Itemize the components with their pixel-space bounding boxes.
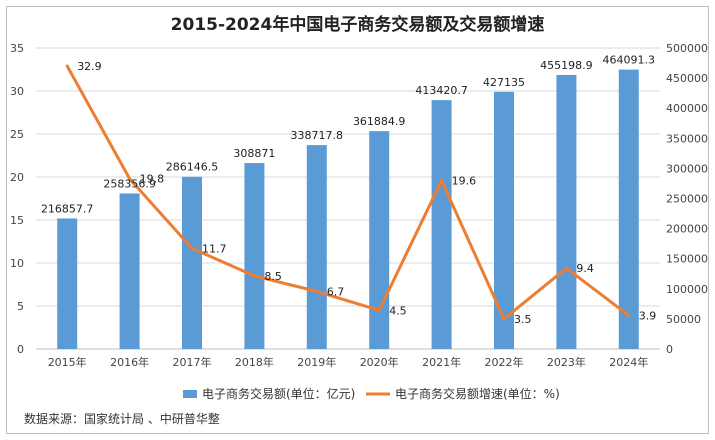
line-data-label: 9.4 — [576, 262, 594, 275]
line-data-label: 11.7 — [202, 242, 227, 255]
bar-data-label: 413420.7 — [415, 84, 468, 97]
line-data-label: 4.5 — [389, 304, 407, 317]
x-tick-label: 2023年 — [547, 355, 586, 369]
bar-data-label: 464091.3 — [603, 54, 656, 67]
x-tick-label: 2017年 — [173, 355, 212, 369]
bar-data-label: 361884.9 — [353, 115, 406, 128]
line-point — [627, 313, 631, 317]
data-labels: 216857.7 258356.9 286146.5 308871 338717.8 36… — [41, 54, 656, 326]
right-tick-label: 0 — [666, 343, 673, 356]
line-data-label: 3.9 — [639, 309, 657, 322]
left-tick-label: 20 — [10, 171, 24, 184]
left-tick-label: 35 — [10, 42, 24, 55]
bar — [369, 131, 390, 349]
legend-bar-label: 电子商务交易额(单位：亿元) — [202, 386, 355, 401]
x-tick-label: 2015年 — [48, 355, 87, 369]
axes: 0 5 10 15 20 25 30 35 0 50000 100000 150000 200000 25… — [10, 42, 708, 369]
legend-bar-swatch — [183, 390, 197, 398]
line-data-label: 32.9 — [77, 60, 102, 73]
bar-data-label: 216857.7 — [41, 202, 94, 215]
bar-data-label: 286146.5 — [166, 161, 219, 174]
bar — [618, 69, 639, 349]
line-data-label: 6.7 — [327, 285, 345, 298]
bar — [182, 176, 202, 349]
left-tick-label: 0 — [17, 343, 24, 356]
x-tick-label: 2019年 — [297, 355, 336, 369]
line-point — [377, 308, 381, 312]
line-point — [128, 177, 132, 181]
right-tick-label: 250000 — [666, 193, 708, 206]
bar-data-label: 258356.9 — [103, 177, 156, 190]
bar-series — [57, 69, 639, 350]
bar-data-label: 338717.8 — [291, 129, 344, 142]
bar — [431, 100, 452, 350]
right-tick-label: 500000 — [666, 42, 708, 55]
line-point — [65, 64, 69, 68]
x-tick-label: 2022年 — [485, 355, 524, 369]
x-tick-label: 2024年 — [609, 355, 648, 369]
chart-title: 2015-2024年中国电子商务交易额及交易额增速 — [170, 15, 545, 35]
right-tick-label: 150000 — [666, 253, 708, 266]
line-point — [502, 317, 506, 321]
line-point — [252, 274, 256, 278]
left-tick-label: 30 — [10, 85, 24, 98]
line-data-label: 19.6 — [452, 174, 477, 187]
bar — [57, 218, 78, 349]
right-tick-label: 450000 — [666, 72, 708, 85]
line-data-label: 8.5 — [264, 270, 282, 283]
right-tick-label: 400000 — [666, 102, 708, 115]
x-tick-label: 2018年 — [235, 355, 274, 369]
line-series — [65, 64, 631, 321]
source-note: 数据来源：国家统计局 、中研普华整 — [24, 412, 220, 426]
x-tick-label: 2016年 — [110, 355, 149, 369]
x-tick-label: 2021年 — [422, 355, 461, 369]
bar — [244, 163, 265, 349]
left-tick-label: 10 — [10, 257, 24, 270]
x-tick-label: 2020年 — [360, 355, 399, 369]
bar — [306, 145, 327, 349]
left-tick-label: 5 — [17, 300, 24, 313]
line-point — [190, 246, 194, 250]
bar — [119, 193, 140, 349]
bar-data-label: 455198.9 — [540, 59, 593, 72]
left-tick-label: 15 — [10, 214, 24, 227]
legend-line-label: 电子商务交易额增速(单位：%) — [395, 386, 560, 401]
bar — [494, 91, 514, 349]
line-point — [440, 178, 444, 182]
line-data-label: 3.5 — [514, 313, 532, 326]
bar-data-label: 427135 — [483, 76, 525, 89]
line-point — [315, 289, 319, 293]
bar-data-label: 308871 — [233, 147, 275, 160]
gridlines — [36, 47, 660, 350]
right-tick-label: 50000 — [666, 313, 701, 326]
left-tick-label: 25 — [10, 128, 24, 141]
legend: 电子商务交易额(单位：亿元) 电子商务交易额增速(单位：%) — [183, 386, 560, 401]
bar — [556, 74, 577, 349]
right-tick-label: 350000 — [666, 132, 708, 145]
line-point — [564, 266, 568, 270]
right-tick-label: 100000 — [666, 283, 708, 296]
line-data-label: 19.8 — [140, 173, 165, 186]
right-tick-label: 200000 — [666, 223, 708, 236]
right-tick-label: 300000 — [666, 162, 708, 175]
growth-line — [65, 65, 630, 321]
